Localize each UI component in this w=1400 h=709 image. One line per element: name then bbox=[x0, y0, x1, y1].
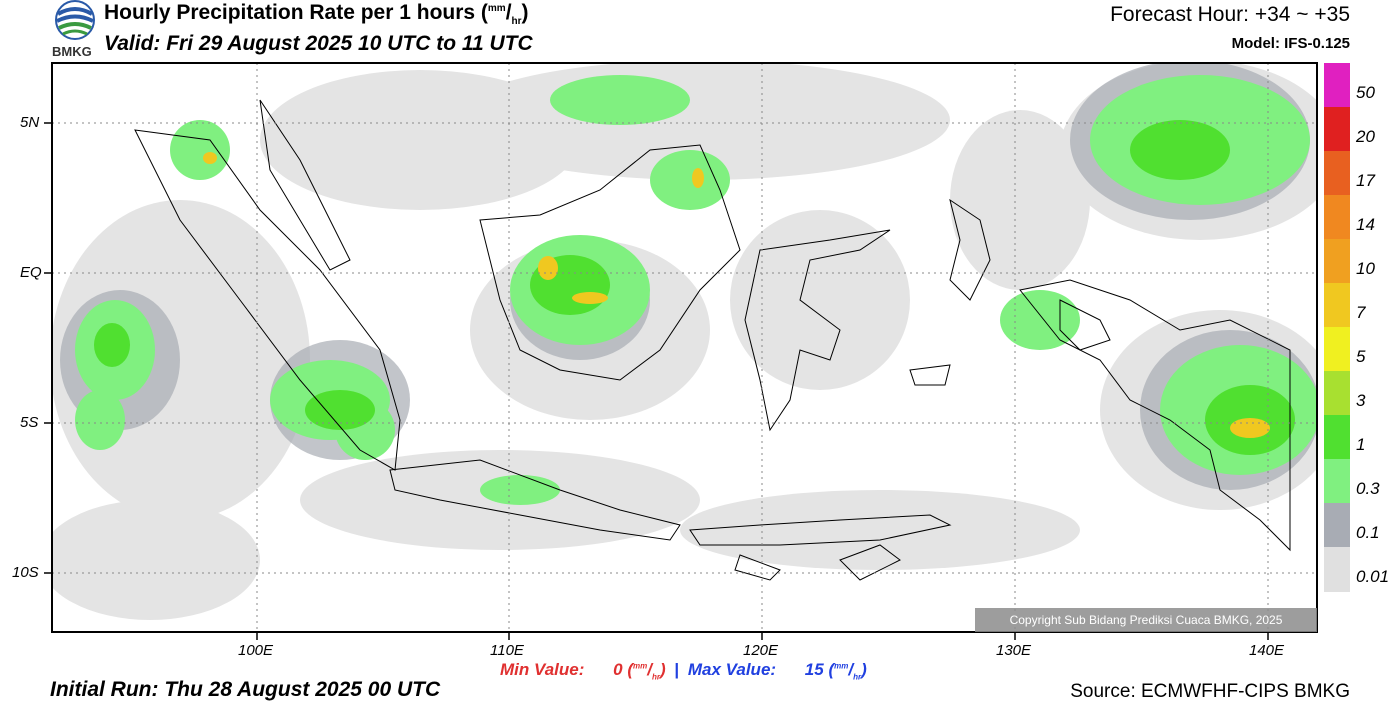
initial-run: Initial Run: Thu 28 August 2025 00 UTC bbox=[50, 678, 441, 701]
colorbar-label: 0.1 bbox=[1356, 523, 1380, 542]
copyright-notice: Copyright Sub Bidang Prediksi Cuaca BMKG… bbox=[975, 608, 1317, 632]
colorbar-label: 7 bbox=[1356, 303, 1366, 322]
colorbar-label: 1 bbox=[1356, 435, 1366, 454]
colorbar-label: 0.01 bbox=[1356, 567, 1390, 586]
lat-label-eq: EQ bbox=[20, 264, 42, 281]
colorbar-segment bbox=[1324, 327, 1350, 372]
lon-label-100e: 100E bbox=[238, 642, 274, 659]
colorbar-label: 3 bbox=[1356, 391, 1366, 410]
map-title: Hourly Precipitation Rate per 1 hours (m… bbox=[104, 1, 529, 28]
colorbar-segment bbox=[1324, 63, 1350, 108]
min-max-values: Min Value: 0 (mm/hr) | Max Value: 15 (mm… bbox=[500, 660, 867, 682]
colorbar-label: 50 bbox=[1356, 83, 1375, 102]
bmkg-logo: BMKG bbox=[52, 0, 98, 62]
max-value: 15 bbox=[804, 660, 824, 679]
logo-text: BMKG bbox=[52, 44, 92, 59]
lon-label-110e: 110E bbox=[490, 642, 524, 659]
colorbar-label: 14 bbox=[1356, 215, 1375, 234]
colorbar-label: 17 bbox=[1356, 171, 1375, 190]
model-name: Model: IFS-0.125 bbox=[1231, 35, 1350, 52]
min-value: 0 bbox=[613, 660, 623, 679]
data-source: Source: ECMWFHF-CIPS BMKG bbox=[1070, 681, 1350, 702]
colorbar-label: 0.3 bbox=[1356, 479, 1380, 498]
colorbar-segment bbox=[1324, 503, 1350, 548]
colorbar-label: 20 bbox=[1356, 127, 1375, 146]
colorbar-label: 10 bbox=[1356, 259, 1375, 278]
max-label: Max Value: bbox=[687, 660, 777, 679]
colorbar-segment bbox=[1324, 107, 1350, 152]
lon-label-140e: 140E bbox=[1249, 642, 1285, 659]
lat-label-5s: 5S bbox=[20, 414, 39, 431]
colorbar-segment bbox=[1324, 151, 1350, 196]
colorbar-segment bbox=[1324, 195, 1350, 240]
forecast-hour: Forecast Hour: +34 ~ +35 bbox=[1110, 3, 1350, 26]
lon-label-120e: 120E bbox=[743, 642, 779, 659]
colorbar-segment bbox=[1324, 371, 1350, 416]
colorbar-segment bbox=[1324, 239, 1350, 284]
colorbar-segment bbox=[1324, 415, 1350, 460]
colorbar-label: 5 bbox=[1356, 347, 1366, 366]
colorbar-segment bbox=[1324, 547, 1350, 592]
lat-label-5n: 5N bbox=[20, 114, 40, 131]
min-label: Min Value: bbox=[500, 660, 585, 679]
lon-label-130e: 130E bbox=[996, 642, 1032, 659]
valid-time: Valid: Fri 29 August 2025 10 UTC to 11 U… bbox=[104, 32, 533, 55]
colorbar bbox=[1324, 63, 1350, 592]
lat-label-10s: 10S bbox=[12, 564, 39, 581]
colorbar-segment bbox=[1324, 459, 1350, 504]
colorbar-segment bbox=[1324, 283, 1350, 328]
